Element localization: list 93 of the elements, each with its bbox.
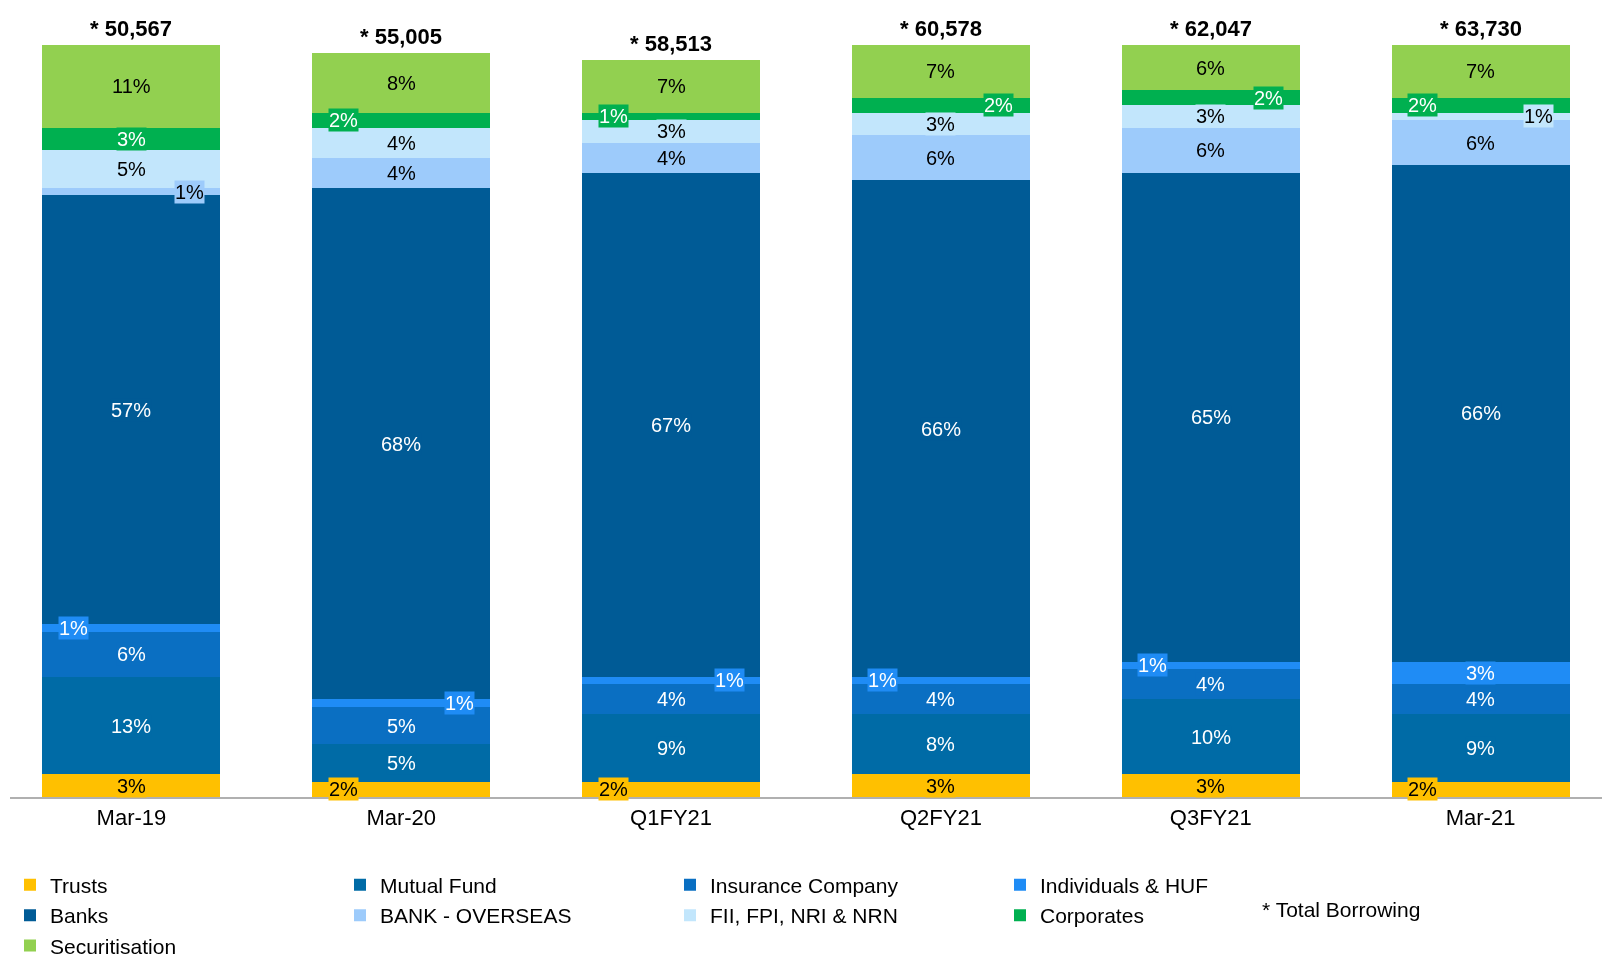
bar <box>1391 714 1570 782</box>
annotation: * 58,513 <box>630 31 712 56</box>
x-tick-label: Q1FY21 <box>630 805 713 831</box>
data-label: 1% <box>175 181 205 203</box>
text: * 63,730 <box>1440 16 1522 41</box>
data-label: 3% <box>657 120 687 142</box>
annotation: * 55,005 <box>360 24 442 49</box>
data-label: 3% <box>1196 775 1226 797</box>
legend-label: Individuals & HUF <box>1040 874 1209 898</box>
data-label: 4% <box>1196 673 1226 695</box>
text: * 60,578 <box>900 16 982 41</box>
data-label: 6% <box>1466 132 1496 154</box>
legend-label: Insurance Company <box>710 874 899 898</box>
data-label: 4% <box>387 132 417 154</box>
text: * 50,567 <box>90 16 172 41</box>
bar <box>851 135 1030 181</box>
data-label: 1% <box>59 617 89 639</box>
data-label: 3% <box>1466 662 1496 684</box>
data-label: 4% <box>1466 688 1496 710</box>
bar <box>1391 45 1570 98</box>
data-label: 9% <box>1466 737 1496 759</box>
x-tick-label: Mar-20 <box>366 805 437 831</box>
data-label: 9% <box>657 737 687 759</box>
legend-label: Securitisation <box>50 934 177 958</box>
data-label: 11% <box>112 75 151 97</box>
bar <box>582 142 761 173</box>
bar <box>851 45 1030 98</box>
data-label: 3% <box>117 128 147 150</box>
data-label: 7% <box>1466 60 1496 82</box>
data-label: 6% <box>926 147 956 169</box>
legend-label: Trusts <box>50 874 108 898</box>
data-label: 1% <box>599 105 629 127</box>
data-label: 4% <box>657 147 687 169</box>
data-label: 6% <box>1196 139 1226 161</box>
data-label: 5% <box>387 752 417 774</box>
data-label: 4% <box>387 162 417 184</box>
data-label: 3% <box>926 113 956 135</box>
bar <box>312 744 491 782</box>
data-label: 67% <box>651 414 692 436</box>
data-label: 1% <box>1524 105 1554 127</box>
text: * Total Borrowing <box>1262 898 1421 921</box>
legend-label: BANK - OVERSEAS <box>380 904 572 928</box>
data-label: 2% <box>329 778 359 800</box>
bar <box>1121 699 1300 775</box>
data-label: 2% <box>984 94 1014 116</box>
data-label: 8% <box>926 733 956 755</box>
data-label: 6% <box>1196 57 1226 79</box>
data-label: 3% <box>1196 105 1226 127</box>
data-label: 1% <box>1138 654 1168 676</box>
bar <box>1391 684 1570 715</box>
bar <box>1391 165 1570 662</box>
legend-label: FII, FPI, NRI & NRN <box>710 904 898 928</box>
data-label: 2% <box>599 778 629 800</box>
data-label: 1% <box>445 692 475 714</box>
data-label: 3% <box>926 775 956 797</box>
x-tick-label: Q3FY21 <box>1169 805 1252 831</box>
bar <box>312 52 491 113</box>
legend-label: Corporates <box>1040 904 1144 928</box>
data-label: 10% <box>1191 726 1232 748</box>
legend-label: Banks <box>50 904 109 928</box>
x-tick-label: Q2FY21 <box>899 805 982 831</box>
data-label: 7% <box>657 75 687 97</box>
data-label: 66% <box>1461 402 1502 424</box>
data-label: 7% <box>926 60 956 82</box>
legend-label: Mutual Fund <box>380 874 497 898</box>
data-label: 57% <box>111 399 152 421</box>
data-label: 66% <box>921 418 962 440</box>
data-label: 5% <box>387 715 417 737</box>
data-label: 65% <box>1191 406 1232 428</box>
data-label: 1% <box>715 669 745 691</box>
data-label: 4% <box>657 688 687 710</box>
x-tick-label: Mar-21 <box>1445 805 1516 831</box>
data-label: 8% <box>387 72 417 94</box>
data-label: 5% <box>117 158 147 180</box>
data-label: 2% <box>1408 778 1438 800</box>
data-label: 1% <box>868 669 898 691</box>
bar <box>42 45 221 128</box>
data-label: 3% <box>117 775 147 797</box>
text: * 62,047 <box>1170 16 1252 41</box>
data-label: 68% <box>381 433 422 455</box>
data-label: 4% <box>926 688 956 710</box>
x-tick-label: Mar-19 <box>96 805 167 831</box>
bar <box>1121 127 1300 173</box>
data-label: 13% <box>111 715 152 737</box>
bar <box>851 714 1030 775</box>
data-label: 2% <box>1254 87 1284 109</box>
bar <box>312 157 491 188</box>
bar <box>42 676 221 775</box>
data-label: 2% <box>329 109 359 131</box>
data-label: 2% <box>1408 94 1438 116</box>
bar <box>1121 45 1300 91</box>
data-label: 6% <box>117 643 147 665</box>
bar <box>582 714 761 782</box>
